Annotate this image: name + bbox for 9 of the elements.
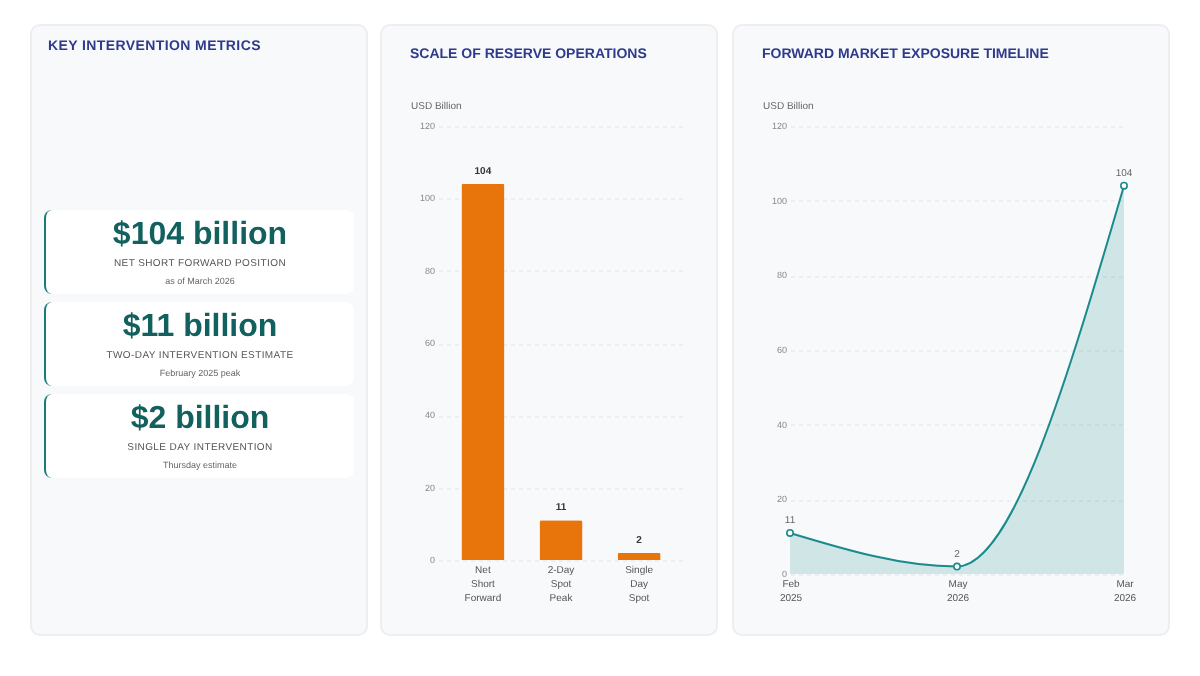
bar [461,183,505,560]
point [786,528,794,537]
point [1120,181,1128,190]
text: $11 billion [120,310,280,346]
bar [539,520,583,560]
text: $104 billion [110,218,290,254]
point [953,562,961,571]
text: $2 billion [128,402,272,438]
bar [617,552,661,560]
